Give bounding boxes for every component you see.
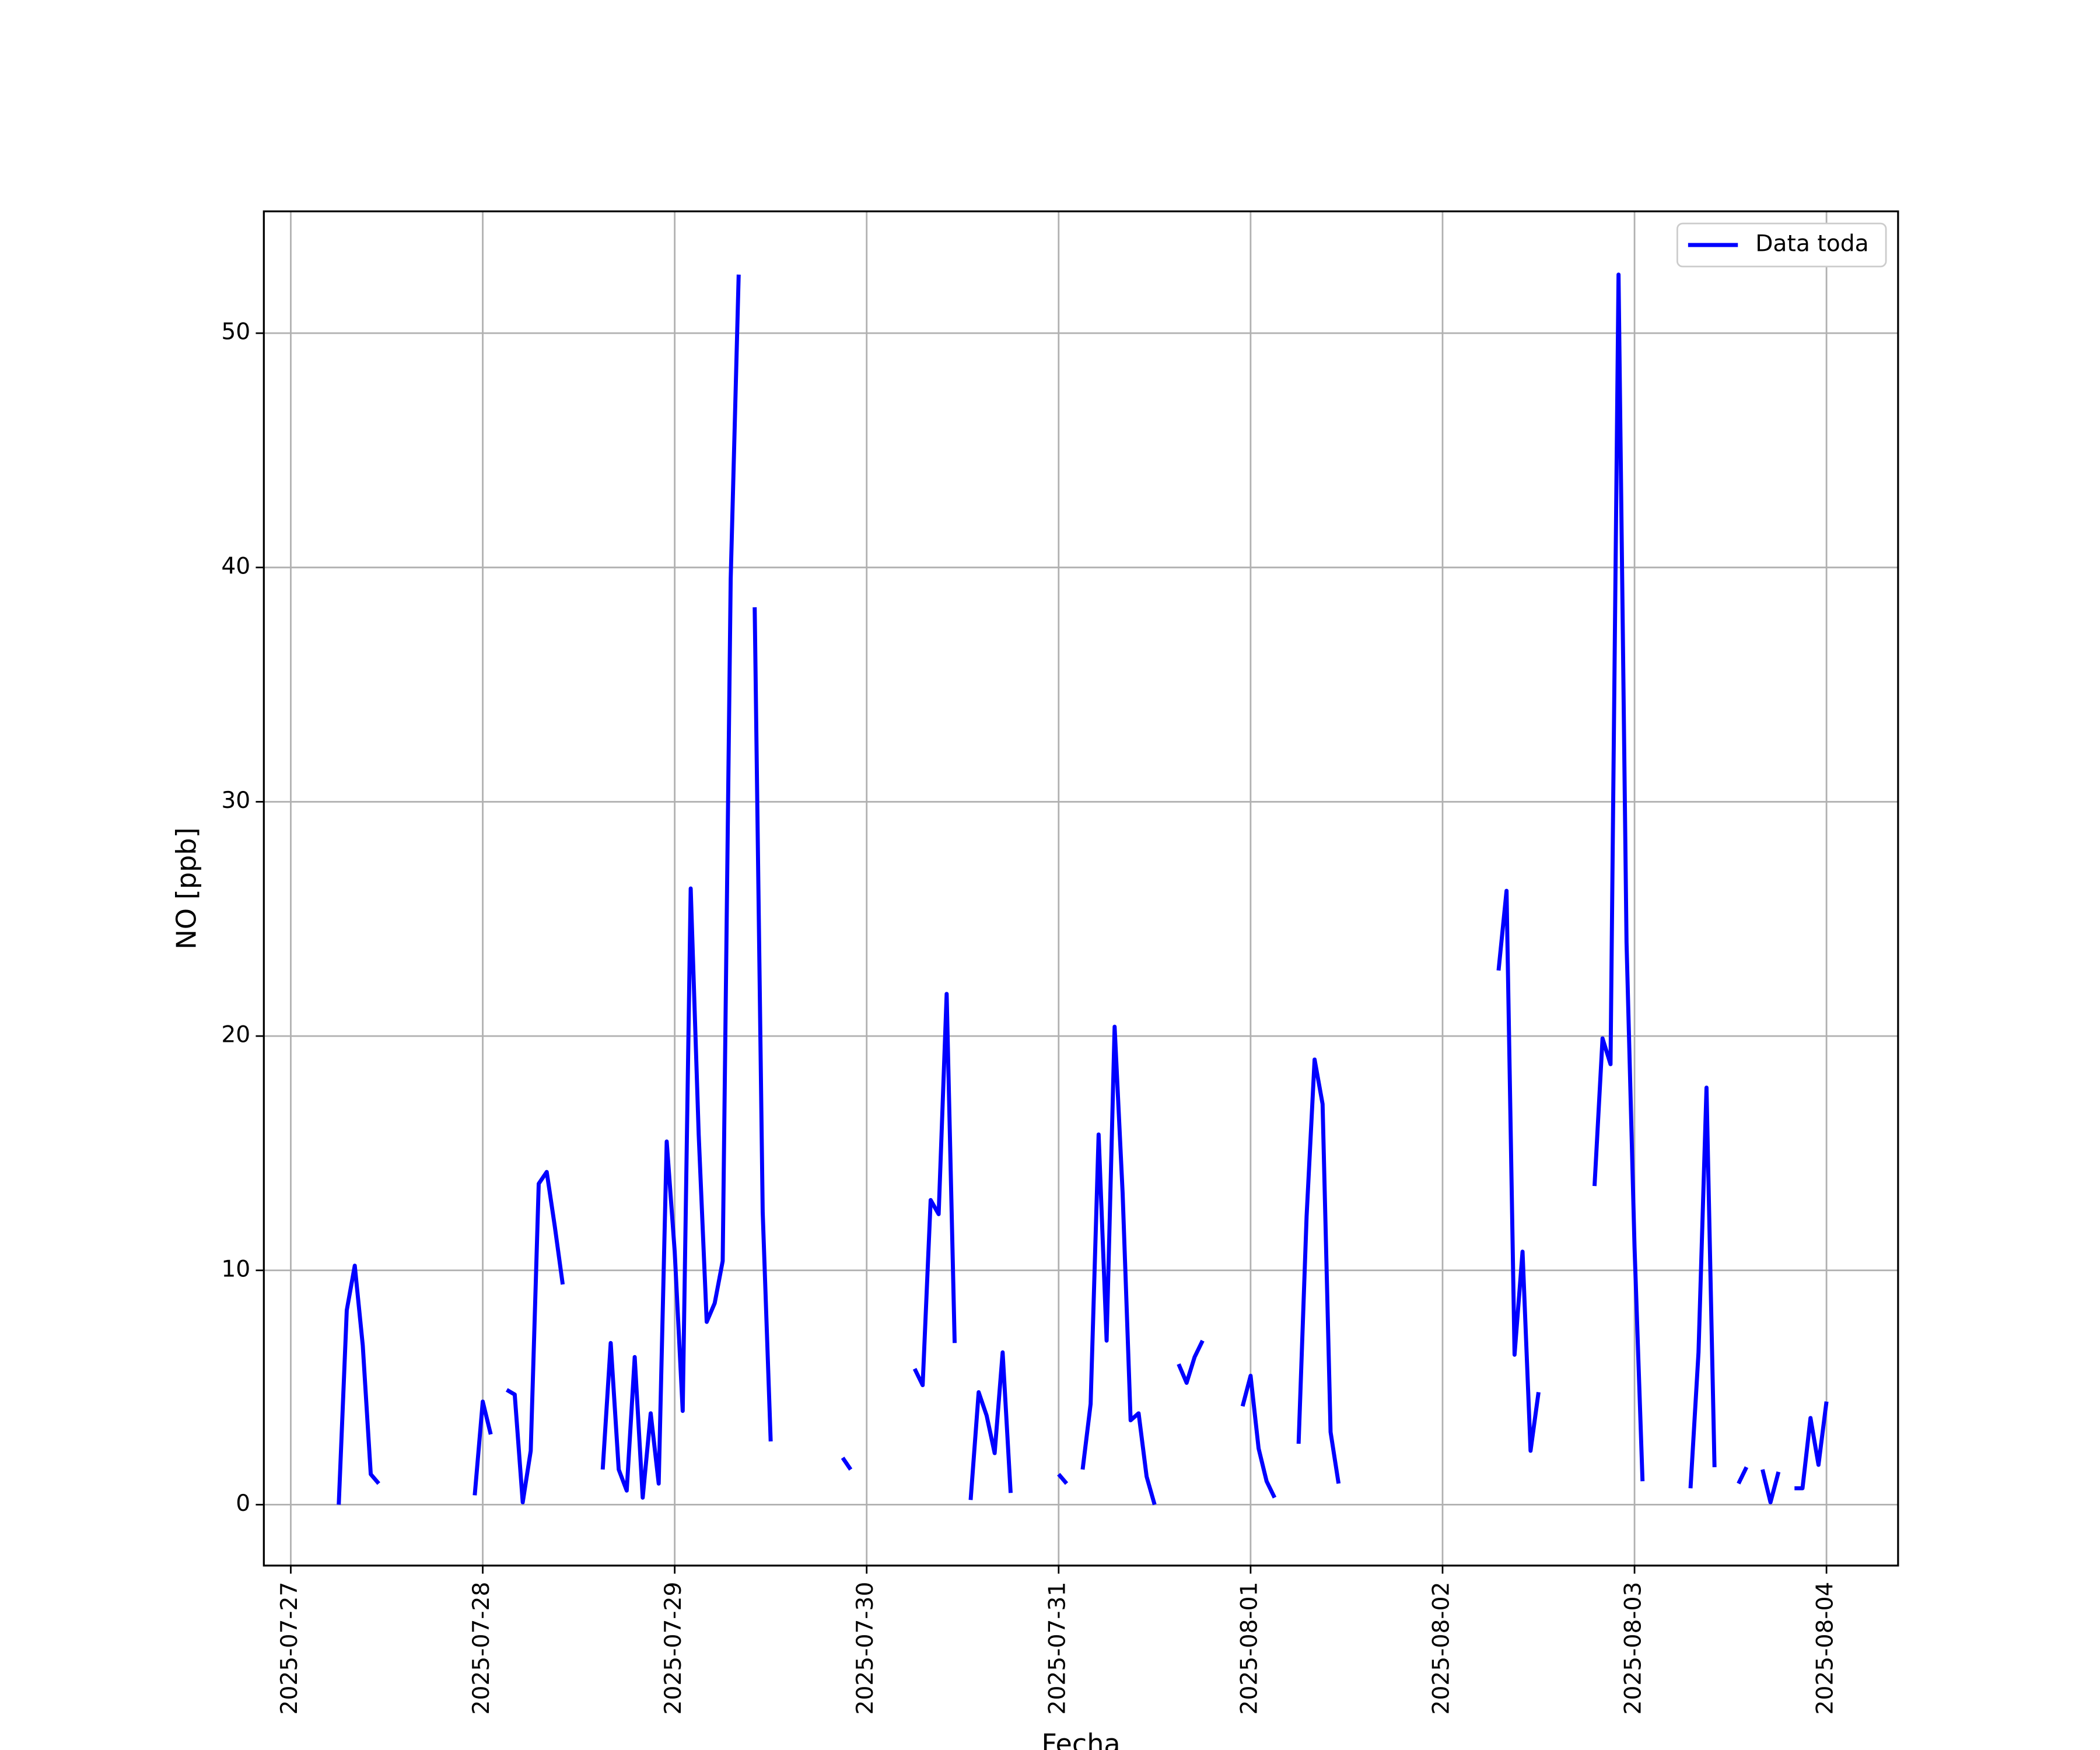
- y-tick-label: 30: [221, 788, 250, 814]
- y-axis-label: NO [ppb]: [171, 827, 202, 949]
- y-tick-label: 40: [221, 553, 250, 579]
- x-tick-label: 2025-08-02: [1428, 1582, 1454, 1715]
- y-tick-label: 0: [236, 1490, 250, 1517]
- legend-label: Data toda: [1755, 231, 1868, 257]
- legend: Data toda: [1676, 222, 1887, 268]
- x-tick-label: 2025-07-28: [468, 1582, 495, 1715]
- x-tick-label: 2025-08-01: [1236, 1582, 1262, 1715]
- x-tick-label: 2025-07-30: [852, 1582, 878, 1715]
- legend-box: [1676, 222, 1887, 268]
- x-tick-label: 2025-07-29: [660, 1582, 687, 1715]
- x-axis-label: Fecha: [1041, 1728, 1120, 1750]
- x-tick-label: 2025-08-03: [1620, 1582, 1647, 1715]
- y-tick-label: 50: [221, 319, 250, 345]
- axes-frame: [262, 210, 1899, 1567]
- data-line: [337, 272, 1829, 1506]
- x-tick-label: 2025-08-04: [1812, 1582, 1839, 1715]
- y-tick-label: 10: [221, 1256, 250, 1282]
- x-tick-label: 2025-07-27: [276, 1582, 303, 1715]
- y-tick-label: 20: [221, 1022, 250, 1048]
- x-tick-label: 2025-07-31: [1044, 1582, 1070, 1715]
